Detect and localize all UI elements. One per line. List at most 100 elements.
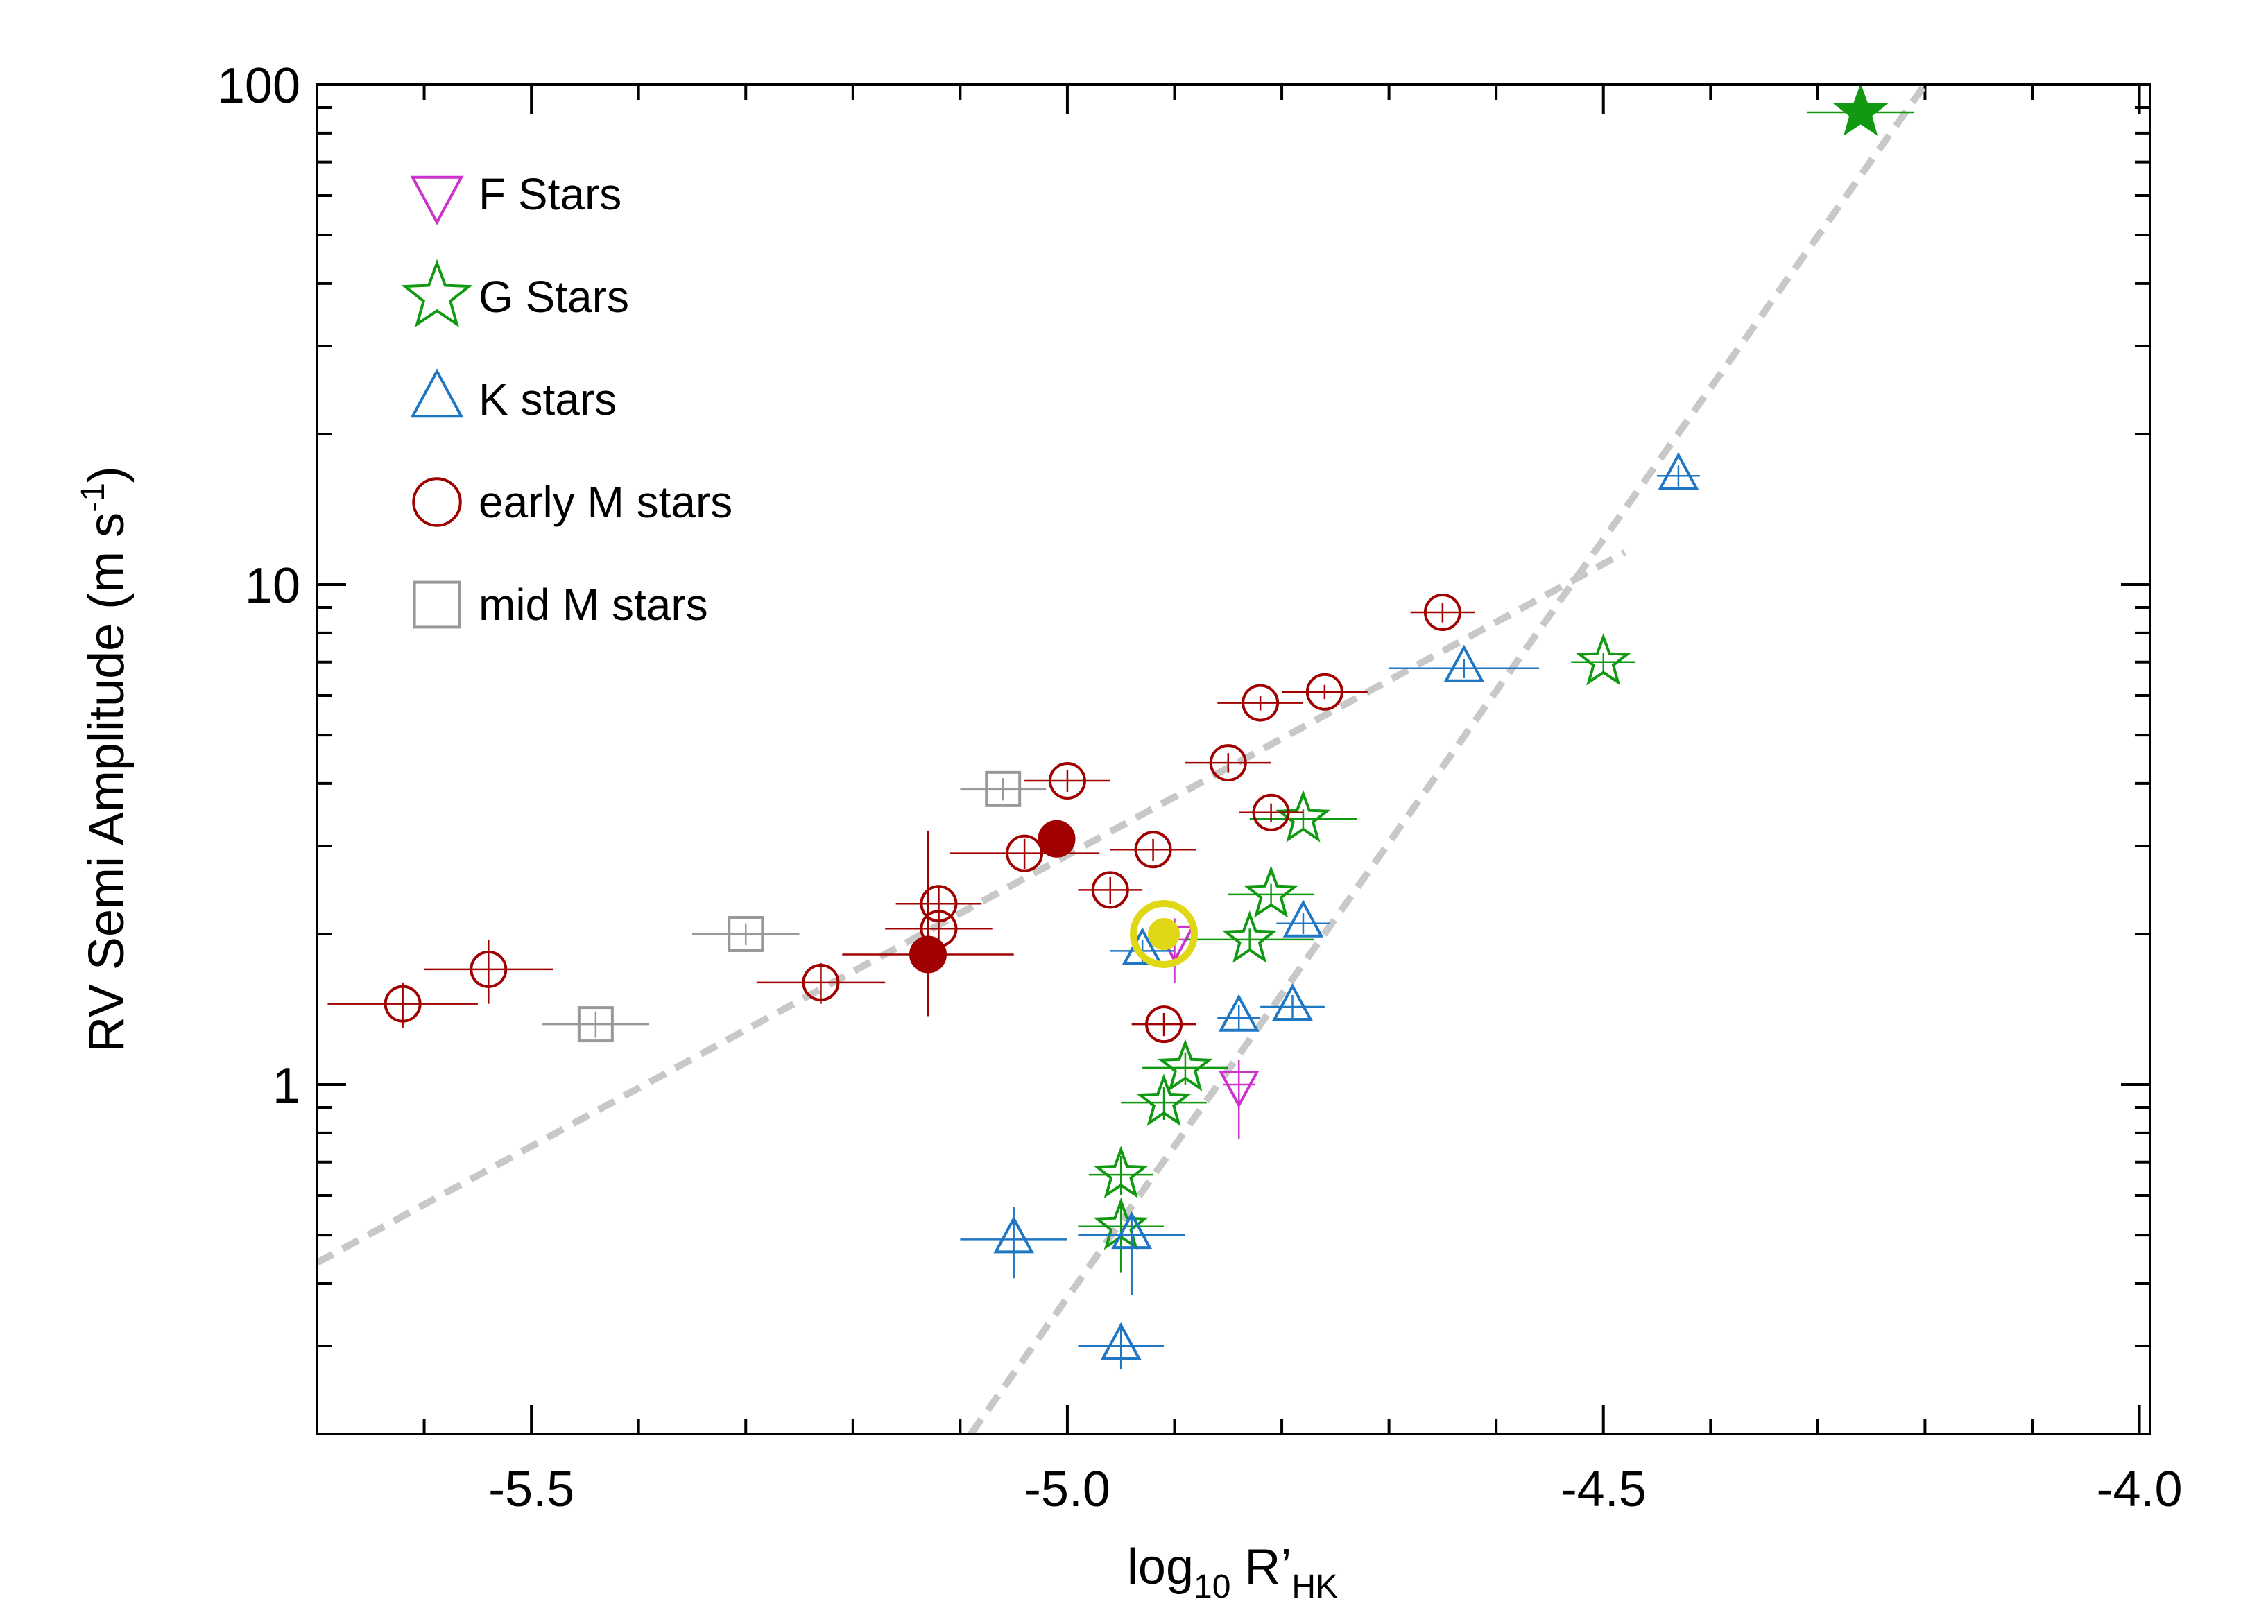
legend-marker-f-stars — [410, 175, 464, 225]
g-stars-point — [1571, 632, 1636, 686]
target-marker-ring — [1130, 899, 1199, 968]
k-stars-marker — [1100, 1322, 1142, 1360]
legend-item-g-stars: G Stars — [401, 259, 629, 327]
k-stars-marker — [1218, 994, 1260, 1032]
x-axis-title-sub1: 10 — [1194, 1569, 1230, 1605]
data-points — [327, 83, 1914, 1370]
plot-frame — [316, 83, 2151, 1435]
k-stars-point — [1078, 1211, 1185, 1295]
legend-item-early-m-stars: early M stars — [412, 477, 732, 527]
x-axis-title-sub2: HK — [1291, 1569, 1338, 1605]
legend-label-k-stars: K stars — [479, 374, 617, 424]
early-m-stars-point — [1110, 831, 1196, 869]
k-stars-point — [960, 1207, 1067, 1279]
early-m-stars-point — [1239, 793, 1303, 831]
early-m-stars-marker — [802, 963, 840, 1001]
g-stars-marker — [1221, 910, 1278, 963]
early-m-stars-marker — [1305, 673, 1343, 711]
mid-m-stars-point — [691, 915, 800, 952]
trend-lines — [317, 85, 1928, 1434]
early-m-stars-point — [756, 962, 886, 1004]
f-stars-point — [1218, 1060, 1260, 1139]
early-m-stars-marker — [470, 950, 508, 988]
mid-m-stars-point — [542, 1006, 650, 1043]
tick-labels: -5.5 -5.0 -4.5 -4.0 1 10 100 — [217, 58, 2183, 1517]
legend-marker-g-stars — [401, 259, 473, 327]
early-m-stars-point — [1282, 673, 1368, 711]
early-m-stars-point — [1410, 594, 1475, 632]
y-tick-label: 100 — [217, 58, 300, 114]
k-stars-point — [1078, 1322, 1165, 1370]
g-stars-point — [1121, 1073, 1207, 1126]
y-axis-title-sup: -1 — [75, 483, 112, 512]
k-stars-marker — [1282, 899, 1324, 938]
y-tick-label: 1 — [273, 1058, 300, 1114]
mid-m-stars-marker — [985, 770, 1022, 807]
early-m-stars-marker — [384, 985, 422, 1023]
x-tick-label: -4.5 — [1561, 1462, 1647, 1517]
x-tick-label: -5.0 — [1024, 1462, 1110, 1517]
early-m-stars-marker — [1252, 793, 1290, 831]
x-axis-title-main: log — [1127, 1539, 1194, 1595]
k-stars-point — [1276, 899, 1330, 938]
early-m-stars-highlighted-point — [842, 830, 1014, 1017]
early-m-stars-point — [1078, 871, 1143, 909]
early-m-stars-point — [1217, 684, 1303, 722]
g-stars-point — [1228, 865, 1314, 918]
legend-marker-mid-m-stars — [413, 580, 461, 629]
y-axis-title: RV Semi Amplitude (m s-1) — [75, 466, 135, 1053]
early-m-stars-marker — [1091, 871, 1129, 909]
k-stars-point — [1260, 983, 1325, 1021]
g-stars-point — [1088, 1146, 1153, 1198]
legend: F Stars G Stars K stars early M stars mid M … — [401, 169, 732, 630]
legend-label-g-stars: G Stars — [479, 272, 629, 322]
mid-m-stars-marker — [577, 1006, 614, 1043]
x-axis-title-mid: R’ — [1230, 1539, 1291, 1595]
early-m-stars-point — [1185, 744, 1271, 782]
g-stars-marker — [1093, 1146, 1149, 1198]
g-star-highlighted-marker — [1832, 83, 1889, 136]
mid-m-stars-point — [960, 770, 1047, 807]
g-stars-marker — [1158, 1039, 1213, 1091]
legend-marker-early-m-stars — [412, 477, 462, 527]
x-tick-label: -4.0 — [2097, 1462, 2183, 1517]
f-stars-marker — [1218, 1071, 1260, 1109]
x-tick-label: -5.5 — [488, 1462, 574, 1517]
k-stars-point — [1389, 644, 1539, 682]
early-m-stars-marker — [1423, 594, 1461, 632]
early-m-stars-point — [327, 982, 478, 1028]
k-stars-marker — [1658, 452, 1699, 490]
early-m-stars-marker — [1134, 831, 1172, 869]
g-stars-point — [1249, 790, 1357, 843]
g-stars-marker — [1136, 1073, 1192, 1126]
early-m-stars-point — [1024, 762, 1110, 800]
early-m-stars-point — [424, 939, 553, 1004]
legend-item-k-stars: K stars — [410, 368, 617, 424]
trend-line — [317, 549, 1626, 1266]
early-m-stars-marker — [1242, 684, 1280, 722]
k-stars-point — [1217, 994, 1261, 1032]
y-tick-label: 10 — [245, 558, 300, 614]
k-stars-marker — [1111, 1211, 1153, 1250]
legend-marker-k-stars — [410, 368, 464, 418]
legend-label-early-m-stars: early M stars — [479, 477, 732, 527]
mid-m-stars-marker — [728, 915, 764, 952]
legend-item-f-stars: F Stars — [410, 169, 621, 225]
g-stars-marker — [1275, 790, 1331, 843]
legend-label-mid-m-stars: mid M stars — [479, 580, 708, 630]
early-m-stars-point — [949, 834, 1100, 872]
early-m-stars-marker — [1145, 1005, 1183, 1044]
k-stars-point — [1657, 452, 1700, 490]
target-marker — [1148, 917, 1180, 950]
g-stars-point — [1185, 910, 1314, 963]
g-stars-marker — [1243, 865, 1299, 918]
early-m-stars-highlighted-marker — [909, 935, 947, 974]
g-stars-point — [1142, 1039, 1228, 1091]
early-m-stars-highlighted-point — [1038, 820, 1076, 858]
y-axis-title-end: ) — [79, 466, 135, 483]
early-m-stars-marker — [1006, 834, 1044, 872]
k-stars-marker — [1443, 644, 1485, 682]
early-m-stars-highlighted-marker — [1038, 820, 1076, 858]
early-m-stars-marker — [1048, 762, 1086, 800]
